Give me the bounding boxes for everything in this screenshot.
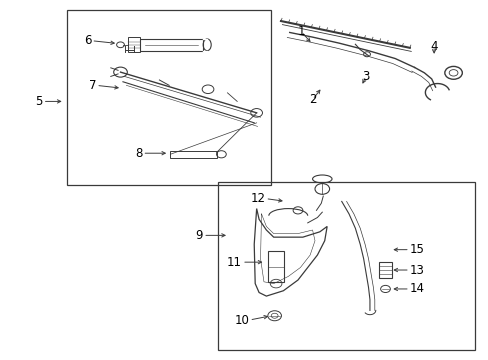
Bar bbox=[267, 251, 284, 282]
Text: 2: 2 bbox=[308, 93, 316, 106]
Text: 1: 1 bbox=[297, 25, 305, 38]
Bar bbox=[217, 182, 474, 350]
Bar bbox=[140, 39, 203, 51]
Text: 3: 3 bbox=[362, 70, 369, 83]
Text: 9: 9 bbox=[195, 229, 203, 242]
Text: 10: 10 bbox=[234, 314, 249, 327]
Bar bbox=[127, 37, 140, 53]
Text: 7: 7 bbox=[88, 79, 96, 92]
Bar bbox=[170, 151, 216, 158]
Text: 5: 5 bbox=[35, 95, 42, 108]
Text: 11: 11 bbox=[226, 256, 242, 269]
Text: 8: 8 bbox=[135, 147, 142, 160]
Text: 14: 14 bbox=[409, 283, 424, 296]
Text: 13: 13 bbox=[409, 264, 424, 276]
Bar bbox=[67, 10, 271, 185]
Text: 6: 6 bbox=[83, 34, 91, 47]
Bar bbox=[378, 262, 391, 278]
Text: 4: 4 bbox=[429, 40, 437, 53]
Text: 12: 12 bbox=[250, 192, 265, 205]
Text: 15: 15 bbox=[409, 243, 424, 256]
